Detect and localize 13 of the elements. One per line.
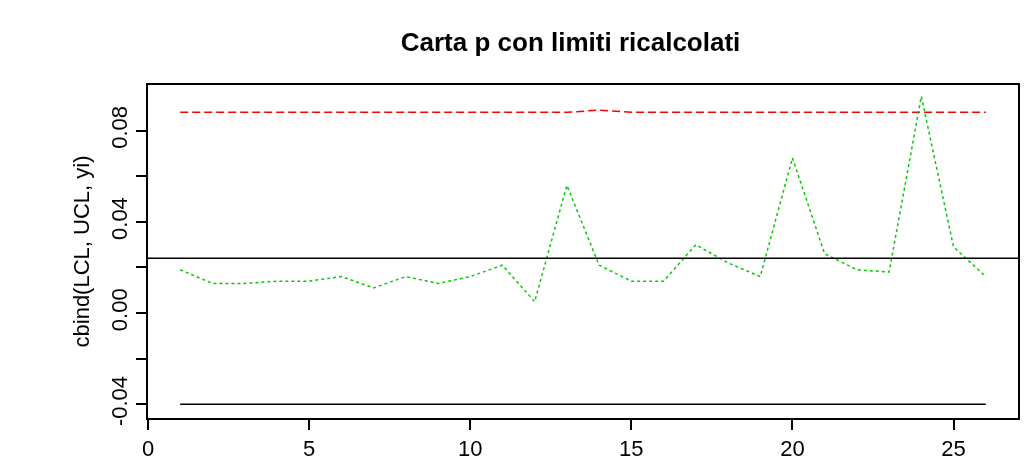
x-tick-label: 20 (780, 436, 805, 462)
y-tick-label: 0.00 (107, 288, 133, 332)
y-tick-label: 0.04 (107, 197, 133, 240)
x-tick-label: 0 (141, 436, 155, 462)
line-series (179, 95, 987, 303)
x-tick-label: 5 (302, 436, 316, 462)
y-tick-label: -0.04 (107, 375, 133, 427)
x-tick-label: 15 (619, 436, 644, 462)
chart-title: Carta p con limiti ricalcolati (400, 27, 741, 58)
x-tick-label: 25 (941, 436, 966, 462)
x-tick-label: 10 (457, 436, 483, 462)
y-axis-title: cbind(LCL, UCL, yi) (68, 155, 94, 348)
y-tick-label: 0.08 (107, 105, 133, 149)
